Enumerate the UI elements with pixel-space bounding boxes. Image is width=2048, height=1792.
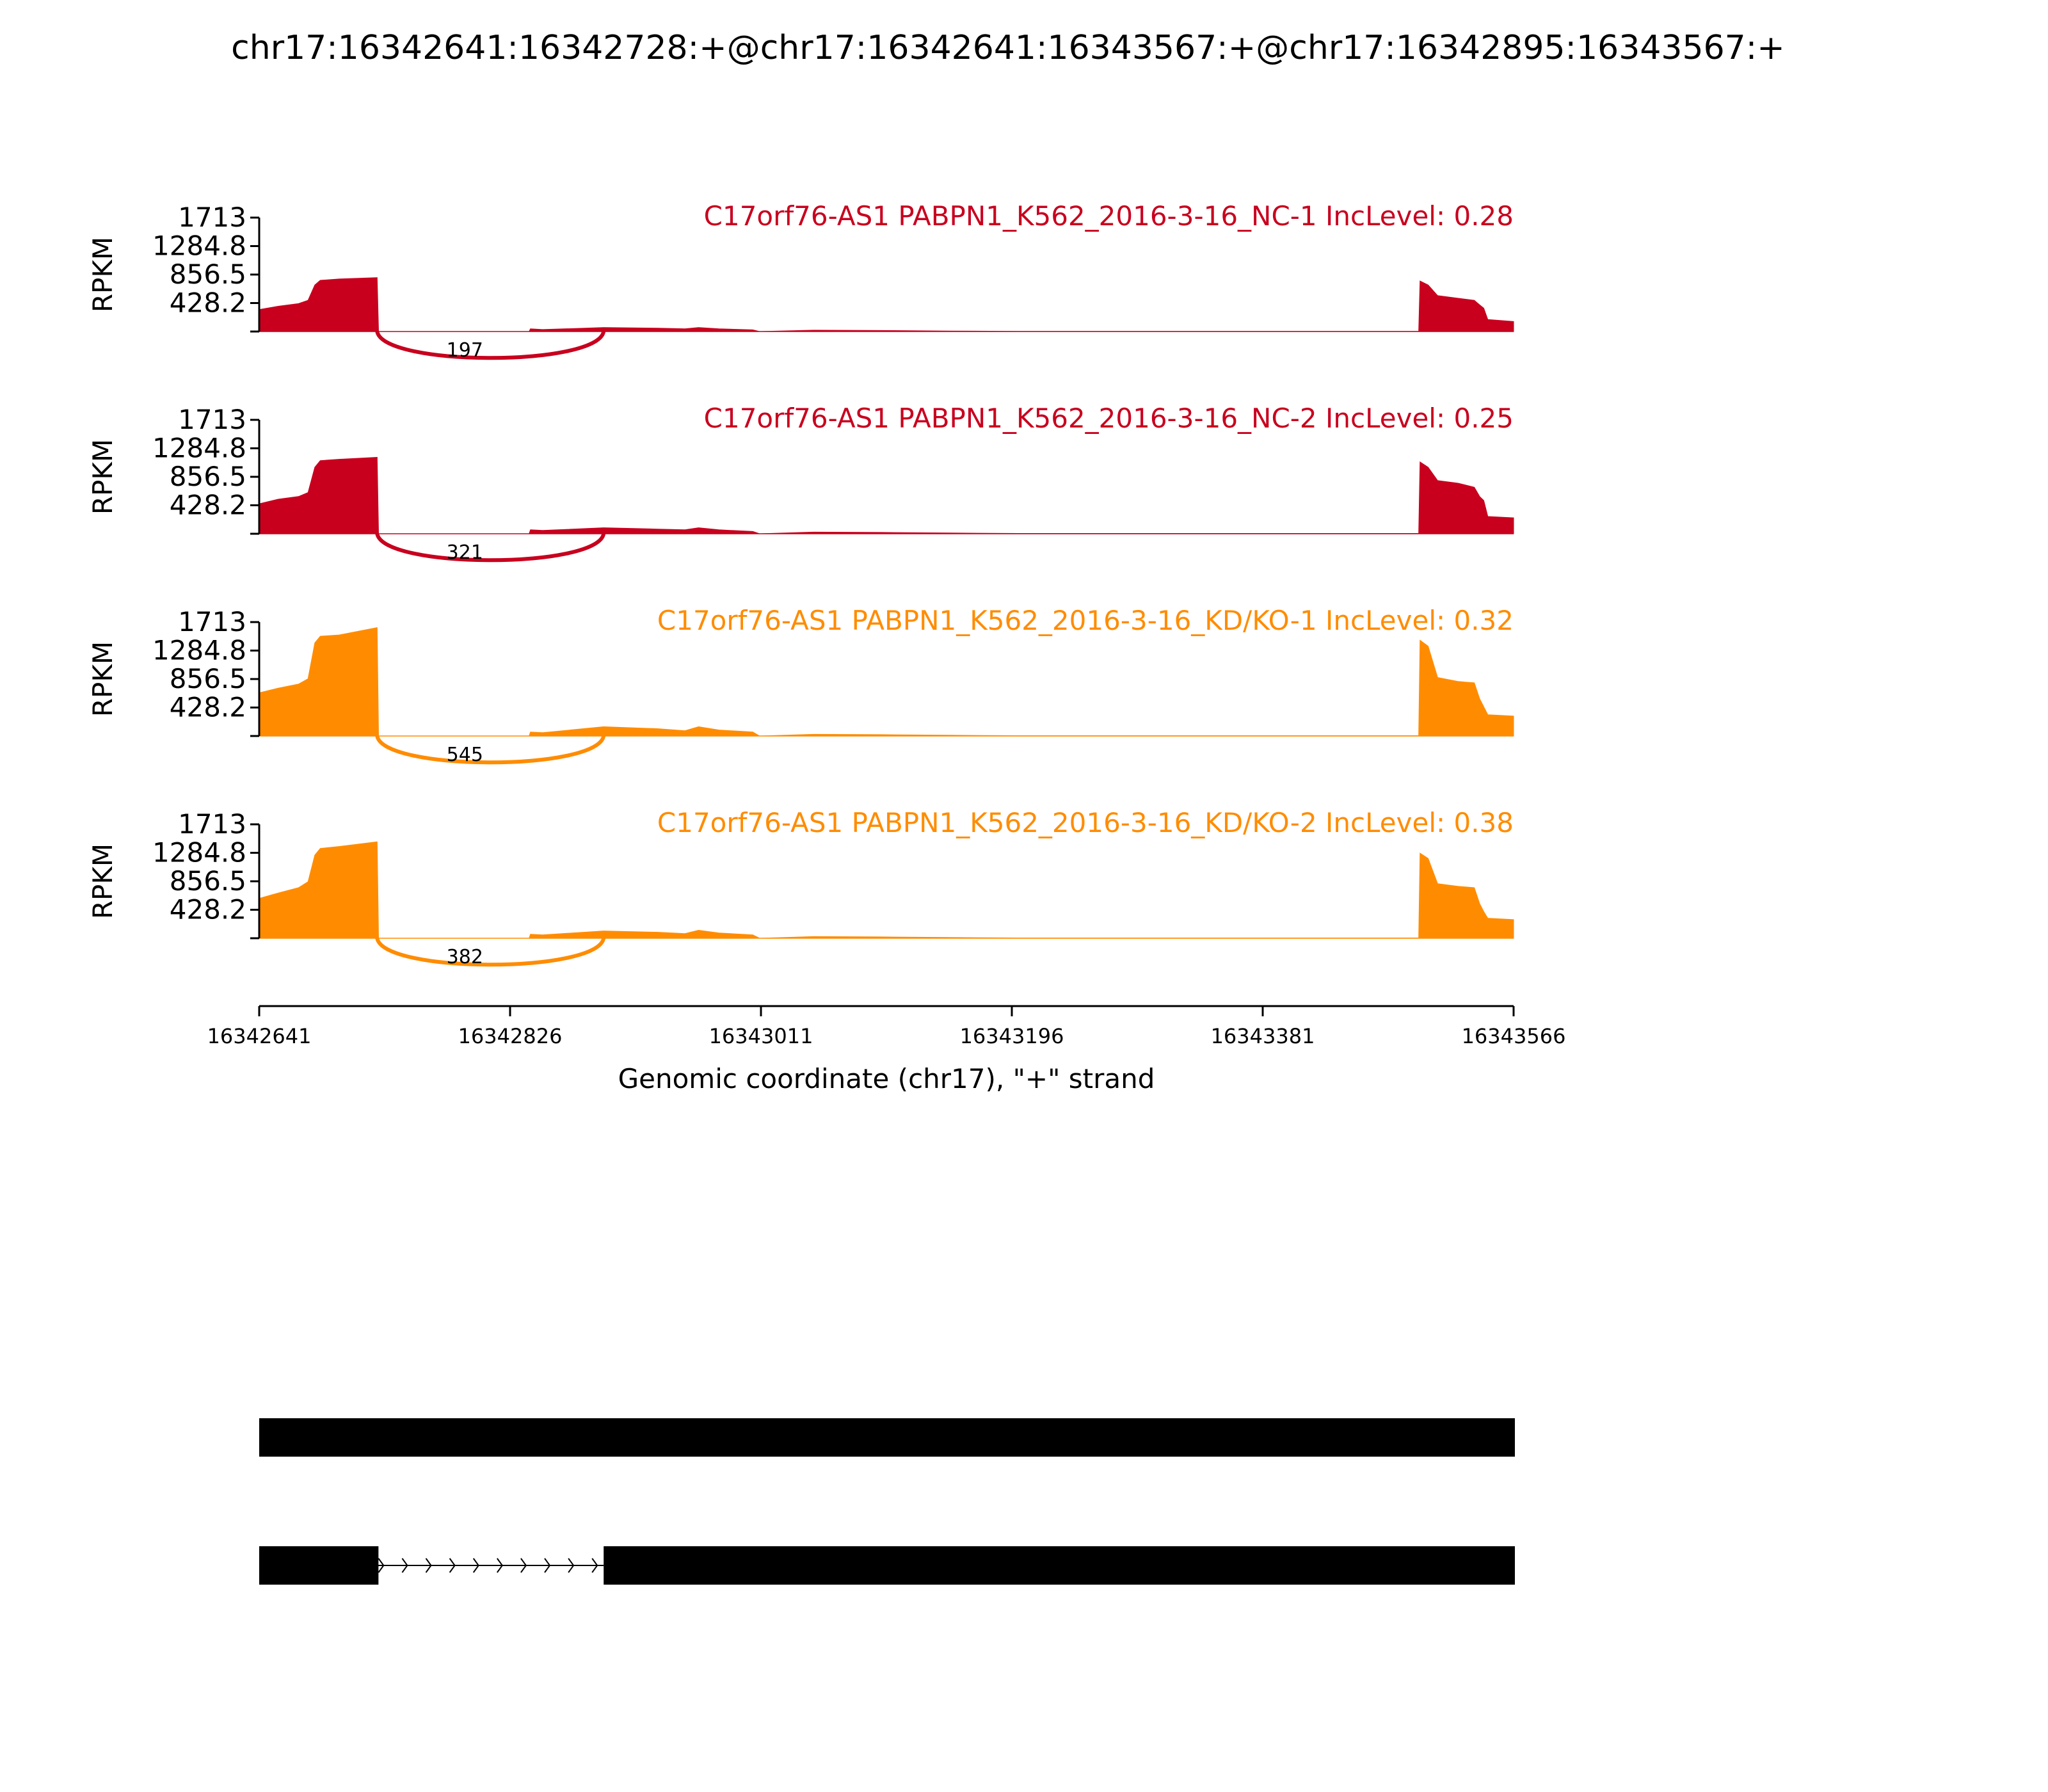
junction-arc <box>375 532 606 563</box>
x-tick-label: 16342826 <box>458 1024 563 1048</box>
junction-arc <box>375 735 606 765</box>
junction-arc <box>375 937 606 967</box>
figure-title: chr17:16342641:16342728:+@chr17:16342641… <box>231 29 1785 67</box>
y-tick-label: 428.2 <box>170 692 246 723</box>
y-axis-label: RPKM <box>87 641 118 717</box>
exon-block <box>259 1418 1515 1457</box>
junction-count: 321 <box>447 541 483 564</box>
x-tick-label: 16342641 <box>207 1024 312 1048</box>
track-label: C17orf76-AS1 PABPN1_K562_2016-3-16_NC-1 … <box>704 200 1514 232</box>
intron-arrow <box>449 1558 456 1573</box>
exon-block <box>604 1546 1516 1585</box>
x-tick-label: 16343011 <box>709 1024 813 1048</box>
x-tick-label: 16343381 <box>1211 1024 1315 1048</box>
coverage-area <box>259 456 1514 534</box>
coverage-area <box>259 277 1514 332</box>
intron-arrow <box>472 1558 479 1573</box>
gene-models <box>259 1418 1516 1585</box>
x-axis-label: Genomic coordinate (chr17), "+" strand <box>618 1063 1155 1094</box>
y-tick-label: 428.2 <box>170 894 246 925</box>
y-tick-label: 856.5 <box>170 865 246 897</box>
y-tick-label: 1713 <box>178 606 246 637</box>
intron-arrow <box>497 1558 504 1573</box>
intron-arrow <box>568 1558 575 1573</box>
junction-count: 382 <box>447 946 483 968</box>
junction-count: 197 <box>447 339 483 362</box>
x-tick-label: 16343196 <box>960 1024 1064 1048</box>
intron-arrow <box>591 1558 598 1573</box>
y-tick-label: 856.5 <box>170 663 246 694</box>
y-tick-label: 1284.8 <box>152 230 246 261</box>
y-tick-label: 856.5 <box>170 461 246 492</box>
y-tick-label: 856.5 <box>170 259 246 290</box>
exon-block <box>259 1546 379 1585</box>
junction-count: 545 <box>447 744 483 766</box>
y-tick-label: 428.2 <box>170 287 246 319</box>
intron-arrow <box>401 1558 408 1573</box>
y-tick-label: 1713 <box>178 202 246 233</box>
y-axis-label: RPKM <box>87 439 118 515</box>
y-tick-label: 1284.8 <box>152 432 246 463</box>
coverage-area <box>259 841 1514 939</box>
y-tick-label: 1284.8 <box>152 836 246 868</box>
track-label: C17orf76-AS1 PABPN1_K562_2016-3-16_KD/KO… <box>657 807 1514 838</box>
y-tick-label: 428.2 <box>170 490 246 521</box>
y-axis-label: RPKM <box>87 237 118 312</box>
x-tick-label: 16343566 <box>1462 1024 1566 1048</box>
gene-model-2 <box>259 1546 1516 1585</box>
junction-arc <box>375 330 606 360</box>
y-tick-label: 1284.8 <box>152 634 246 666</box>
track-label: C17orf76-AS1 PABPN1_K562_2016-3-16_KD/KO… <box>657 605 1514 636</box>
y-axis-label: RPKM <box>87 844 118 919</box>
track-label: C17orf76-AS1 PABPN1_K562_2016-3-16_NC-2 … <box>704 403 1514 434</box>
intron-arrow <box>425 1558 432 1573</box>
x-axis: 16342641 16342826 16343011 16343196 16343381… <box>207 1005 1566 1048</box>
intron-arrow <box>378 1558 385 1573</box>
intron-arrow <box>520 1558 527 1573</box>
gene-model-1 <box>259 1418 1515 1457</box>
y-tick-label: 1713 <box>178 808 246 840</box>
y-tick-label: 1713 <box>178 404 246 435</box>
intron-arrow <box>544 1558 551 1573</box>
coverage-area <box>259 627 1514 737</box>
